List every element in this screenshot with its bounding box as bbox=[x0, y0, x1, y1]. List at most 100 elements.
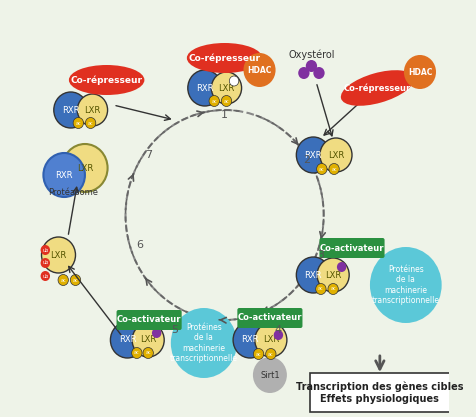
Text: RXR: RXR bbox=[55, 171, 73, 179]
Text: ac: ac bbox=[268, 352, 274, 357]
FancyBboxPatch shape bbox=[117, 310, 182, 330]
Circle shape bbox=[43, 153, 85, 197]
Circle shape bbox=[317, 258, 349, 292]
Circle shape bbox=[320, 138, 352, 172]
Circle shape bbox=[40, 258, 50, 268]
Text: ac: ac bbox=[331, 166, 337, 171]
Text: Protéines
de la
machinerie
transcriptionnelle: Protéines de la machinerie transcription… bbox=[170, 323, 238, 363]
Text: RXR: RXR bbox=[62, 106, 79, 115]
Circle shape bbox=[41, 237, 76, 273]
Text: ac: ac bbox=[76, 121, 81, 126]
Circle shape bbox=[253, 349, 264, 359]
Text: Oxystérol: Oxystérol bbox=[288, 50, 335, 60]
Text: 2: 2 bbox=[303, 155, 310, 165]
Text: RXR: RXR bbox=[119, 336, 136, 344]
Circle shape bbox=[317, 163, 327, 174]
Circle shape bbox=[62, 144, 108, 192]
Text: LXR: LXR bbox=[50, 251, 67, 259]
Text: ub: ub bbox=[42, 261, 49, 266]
Circle shape bbox=[229, 76, 239, 86]
Text: 7: 7 bbox=[146, 150, 153, 160]
Circle shape bbox=[78, 94, 108, 126]
Circle shape bbox=[85, 118, 96, 128]
Text: ac: ac bbox=[73, 277, 79, 282]
Circle shape bbox=[404, 55, 436, 89]
Text: ac: ac bbox=[211, 98, 217, 103]
Text: ac: ac bbox=[145, 351, 151, 356]
Text: ac: ac bbox=[318, 286, 324, 291]
Text: Transcription des gènes cibles
Effets physiologiques: Transcription des gènes cibles Effets ph… bbox=[296, 382, 464, 404]
Circle shape bbox=[255, 323, 287, 357]
Ellipse shape bbox=[69, 65, 144, 95]
Text: Co-répresseur: Co-répresseur bbox=[344, 83, 411, 93]
Text: ac: ac bbox=[224, 98, 229, 103]
Text: Co-activateur: Co-activateur bbox=[320, 244, 384, 253]
Circle shape bbox=[306, 60, 317, 72]
Circle shape bbox=[337, 262, 347, 272]
Text: RXR: RXR bbox=[196, 83, 214, 93]
Text: LXR: LXR bbox=[140, 336, 156, 344]
Text: LXR: LXR bbox=[77, 163, 93, 173]
Text: Co-activateur: Co-activateur bbox=[238, 314, 302, 322]
Text: LXR: LXR bbox=[325, 271, 341, 279]
FancyBboxPatch shape bbox=[309, 373, 450, 412]
Circle shape bbox=[221, 95, 232, 106]
Text: ac: ac bbox=[134, 351, 139, 356]
Text: ac: ac bbox=[330, 286, 336, 291]
Circle shape bbox=[329, 163, 339, 174]
Circle shape bbox=[132, 347, 142, 359]
Text: Co-activateur: Co-activateur bbox=[117, 316, 181, 324]
Circle shape bbox=[244, 53, 276, 87]
Circle shape bbox=[313, 67, 325, 79]
Circle shape bbox=[40, 271, 50, 281]
Text: ac: ac bbox=[88, 121, 93, 126]
Circle shape bbox=[370, 247, 442, 323]
Text: RXR: RXR bbox=[241, 336, 259, 344]
Circle shape bbox=[328, 284, 338, 294]
Circle shape bbox=[211, 72, 242, 104]
FancyBboxPatch shape bbox=[319, 238, 385, 258]
Text: 4: 4 bbox=[275, 325, 282, 335]
Circle shape bbox=[54, 92, 88, 128]
Text: LXR: LXR bbox=[328, 151, 344, 159]
Text: 3: 3 bbox=[317, 250, 324, 260]
FancyBboxPatch shape bbox=[238, 308, 302, 328]
Circle shape bbox=[132, 323, 164, 357]
Text: RXR: RXR bbox=[305, 271, 322, 279]
Text: Protéasome: Protéasome bbox=[49, 188, 99, 197]
Text: ub: ub bbox=[42, 274, 49, 279]
Text: HDAC: HDAC bbox=[248, 65, 272, 75]
Circle shape bbox=[171, 308, 237, 378]
Text: Sirt1: Sirt1 bbox=[260, 370, 280, 379]
Circle shape bbox=[316, 284, 326, 294]
Circle shape bbox=[298, 67, 309, 79]
Text: Protéines
de la
machinerie
transcriptionnelle: Protéines de la machinerie transcription… bbox=[372, 265, 440, 305]
Circle shape bbox=[274, 330, 283, 340]
Circle shape bbox=[152, 328, 161, 338]
Ellipse shape bbox=[187, 43, 262, 73]
Circle shape bbox=[297, 137, 330, 173]
Text: 5: 5 bbox=[171, 325, 178, 335]
Text: HDAC: HDAC bbox=[408, 68, 432, 76]
Text: 1: 1 bbox=[221, 110, 228, 120]
Text: Co-répresseur: Co-répresseur bbox=[188, 53, 260, 63]
Text: LXR: LXR bbox=[218, 83, 235, 93]
Circle shape bbox=[233, 322, 267, 358]
Text: RXR: RXR bbox=[305, 151, 322, 159]
Text: LXR: LXR bbox=[263, 336, 279, 344]
Circle shape bbox=[143, 347, 153, 359]
Circle shape bbox=[73, 118, 83, 128]
Text: LXR: LXR bbox=[84, 106, 100, 115]
Text: ac: ac bbox=[319, 166, 325, 171]
Ellipse shape bbox=[341, 70, 414, 106]
Circle shape bbox=[297, 257, 330, 293]
Text: ub: ub bbox=[42, 248, 49, 253]
Circle shape bbox=[70, 274, 81, 286]
Circle shape bbox=[58, 274, 69, 286]
Circle shape bbox=[266, 349, 276, 359]
Circle shape bbox=[209, 95, 219, 106]
Text: ac: ac bbox=[60, 277, 66, 282]
Text: Co-répresseur: Co-répresseur bbox=[70, 75, 143, 85]
Circle shape bbox=[40, 245, 50, 255]
Circle shape bbox=[253, 357, 287, 393]
